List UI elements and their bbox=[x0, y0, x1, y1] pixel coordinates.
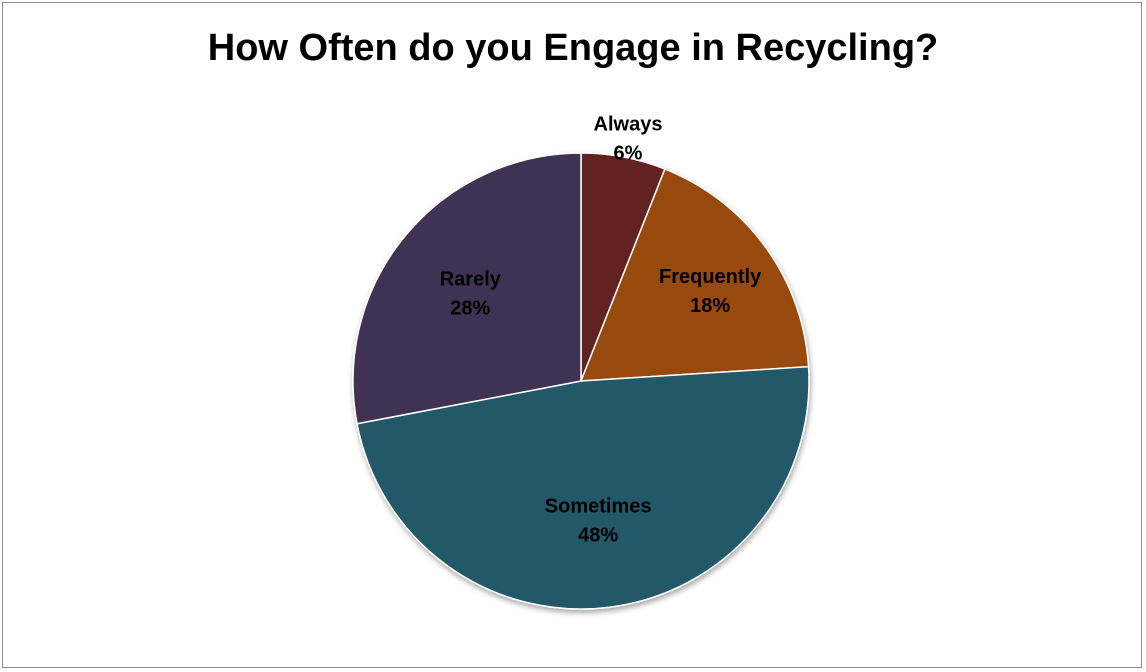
pie-slice-rarely bbox=[352, 152, 582, 425]
pie-slice-frequently bbox=[579, 168, 810, 382]
slice-value-sometimes: 48% bbox=[578, 525, 618, 547]
pie-labels: Always 6% Frequently 18% Sometimes 48% Rarely 2… bbox=[440, 114, 762, 547]
slice-label-rarely: Rarely bbox=[440, 268, 502, 290]
slice-value-always: 6% bbox=[614, 143, 643, 165]
pie-slice-sometimes bbox=[356, 365, 810, 610]
slice-value-frequently: 18% bbox=[690, 295, 730, 317]
slice-value-rarely: 28% bbox=[450, 297, 490, 319]
slice-label-frequently: Frequently bbox=[659, 266, 762, 288]
pie-slices bbox=[352, 152, 810, 610]
slice-label-sometimes: Sometimes bbox=[545, 496, 652, 518]
chart-title: How Often do you Engage in Recycling? bbox=[207, 27, 939, 69]
slice-label-always: Always bbox=[594, 114, 663, 136]
